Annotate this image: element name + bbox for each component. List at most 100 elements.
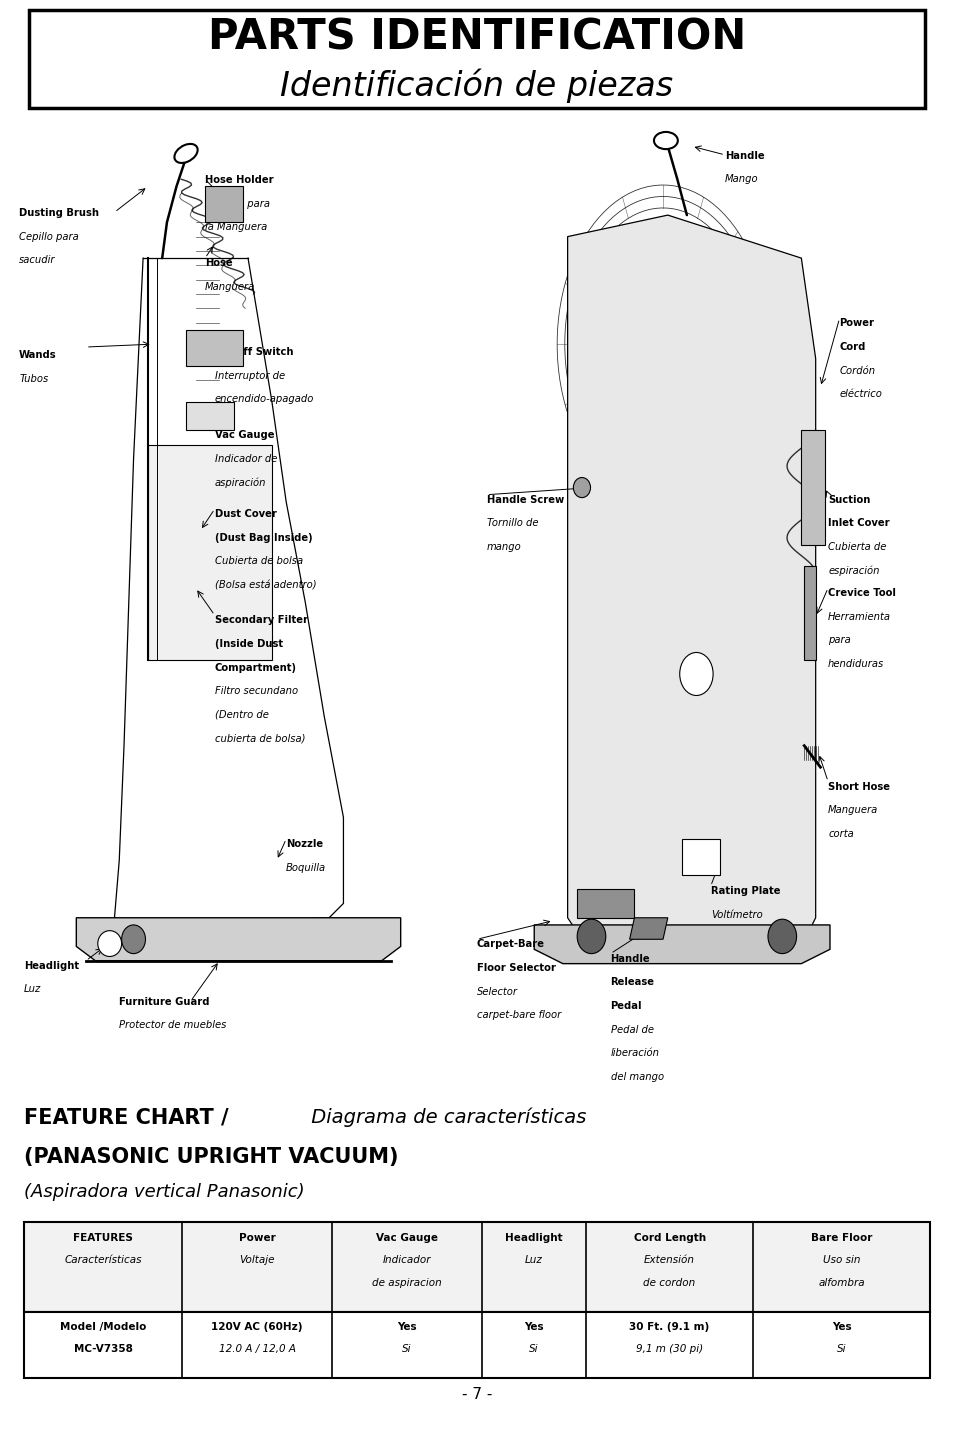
- Text: ,: ,: [660, 30, 662, 36]
- Text: ': ': [158, 69, 159, 75]
- Text: alfombra: alfombra: [818, 1278, 864, 1288]
- Text: ': ': [418, 69, 420, 75]
- Text: ': ': [538, 32, 540, 42]
- Text: .: .: [255, 63, 257, 69]
- Text: encendido-apagado: encendido-apagado: [214, 394, 314, 404]
- Text: para: para: [827, 635, 850, 645]
- Polygon shape: [567, 215, 815, 946]
- Text: Yes: Yes: [831, 1322, 851, 1332]
- Text: ,: ,: [437, 77, 439, 86]
- Text: V: V: [482, 44, 486, 50]
- Text: Dust Cover: Dust Cover: [214, 509, 276, 519]
- Text: V: V: [736, 43, 740, 49]
- Text: Nozzle: Nozzle: [286, 839, 323, 849]
- Text: Handle Screw: Handle Screw: [486, 495, 563, 505]
- Text: Cordón: Cordón: [839, 366, 875, 376]
- Text: v: v: [209, 95, 212, 99]
- Ellipse shape: [174, 143, 197, 163]
- Text: Características: Características: [65, 1256, 142, 1265]
- Text: Hose: Hose: [205, 258, 233, 268]
- Text: Headlight: Headlight: [504, 1233, 562, 1243]
- Text: hendiduras: hendiduras: [827, 660, 883, 668]
- Ellipse shape: [98, 931, 122, 956]
- Polygon shape: [534, 925, 829, 964]
- Text: `: `: [881, 76, 883, 82]
- Text: mango: mango: [486, 542, 520, 552]
- Bar: [186, 402, 233, 430]
- Text: Crevice Tool: Crevice Tool: [827, 588, 895, 598]
- Text: liberación: liberación: [610, 1048, 659, 1058]
- Text: .: .: [167, 14, 169, 20]
- Ellipse shape: [573, 478, 590, 498]
- Bar: [803, 566, 815, 660]
- Text: On-Off Switch: On-Off Switch: [214, 347, 293, 357]
- Text: ': ': [506, 57, 507, 63]
- Text: ': ': [690, 37, 692, 43]
- Text: Tornillo de: Tornillo de: [486, 518, 537, 528]
- Text: Cubierta de: Cubierta de: [827, 542, 885, 552]
- Text: (Dust Bag Inside): (Dust Bag Inside): [214, 532, 312, 542]
- Text: ^: ^: [188, 39, 194, 47]
- Text: .: .: [365, 19, 368, 24]
- Text: espiración: espiración: [827, 565, 879, 576]
- Bar: [148, 445, 272, 660]
- Text: (Dentro de: (Dentro de: [214, 710, 268, 720]
- Bar: [186, 330, 243, 366]
- Text: V: V: [778, 26, 783, 32]
- Text: V: V: [889, 75, 894, 79]
- Bar: [577, 889, 634, 918]
- Text: Interruptor de: Interruptor de: [214, 370, 285, 380]
- Text: ^: ^: [510, 40, 516, 46]
- Text: Wands: Wands: [19, 350, 56, 360]
- Text: Suction: Suction: [827, 495, 869, 505]
- Text: .: .: [592, 69, 595, 75]
- Text: ,: ,: [139, 26, 141, 32]
- Text: .: .: [421, 42, 423, 47]
- Text: Voltaje: Voltaje: [239, 1256, 274, 1265]
- Text: v: v: [422, 86, 426, 95]
- Text: (PANASONIC UPRIGHT VACUUM): (PANASONIC UPRIGHT VACUUM): [24, 1147, 398, 1167]
- Text: `: `: [524, 19, 528, 27]
- Text: 12.0 A / 12,0 A: 12.0 A / 12,0 A: [218, 1345, 295, 1354]
- Text: .: .: [294, 30, 296, 36]
- Text: ,: ,: [510, 30, 512, 36]
- Text: la Manguera: la Manguera: [205, 222, 267, 232]
- Text: ': ': [103, 16, 104, 22]
- Text: `: `: [375, 96, 377, 102]
- Text: v: v: [909, 16, 914, 24]
- Text: `: `: [906, 46, 910, 52]
- Text: ': ': [597, 24, 598, 29]
- Text: .: .: [797, 49, 799, 53]
- Text: ,: ,: [599, 89, 602, 98]
- Text: Pedal de: Pedal de: [610, 1024, 653, 1034]
- Text: v: v: [468, 82, 472, 86]
- Text: Vac Gauge: Vac Gauge: [214, 430, 274, 440]
- Text: Cord Length: Cord Length: [633, 1233, 705, 1243]
- Text: 9,1 m (30 pi): 9,1 m (30 pi): [636, 1345, 702, 1354]
- Text: Boquilla: Boquilla: [286, 863, 326, 872]
- Text: (Inside Dust: (Inside Dust: [214, 640, 282, 648]
- Text: MC-V7358: MC-V7358: [73, 1345, 132, 1354]
- Text: `: `: [274, 27, 278, 36]
- Text: Bare Floor: Bare Floor: [810, 1233, 872, 1243]
- Text: ,: ,: [539, 16, 540, 22]
- Text: Handle: Handle: [724, 151, 764, 161]
- Text: `: `: [189, 65, 192, 70]
- Text: v: v: [568, 73, 573, 82]
- Text: Pedal: Pedal: [610, 1001, 641, 1011]
- Text: de aspiracion: de aspiracion: [372, 1278, 441, 1288]
- Text: ,: ,: [53, 57, 55, 62]
- Text: Release: Release: [610, 978, 654, 987]
- Text: Identificación de piezas: Identificación de piezas: [280, 69, 673, 103]
- Text: `: `: [310, 54, 313, 60]
- Text: Tubos: Tubos: [19, 374, 49, 383]
- Text: - 7 -: - 7 -: [461, 1388, 492, 1402]
- Text: ': ': [51, 20, 52, 26]
- Text: Manguera: Manguera: [205, 281, 255, 291]
- Text: ': ': [713, 56, 715, 62]
- Text: FEATURE CHART /: FEATURE CHART /: [24, 1107, 228, 1127]
- Text: Soporte para: Soporte para: [205, 198, 270, 208]
- Text: Si: Si: [401, 1345, 411, 1354]
- Text: aspiración: aspiración: [214, 478, 266, 488]
- Text: de cordon: de cordon: [642, 1278, 695, 1288]
